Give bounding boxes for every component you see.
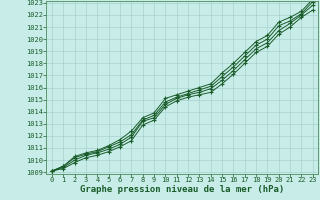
X-axis label: Graphe pression niveau de la mer (hPa): Graphe pression niveau de la mer (hPa) (80, 185, 284, 194)
